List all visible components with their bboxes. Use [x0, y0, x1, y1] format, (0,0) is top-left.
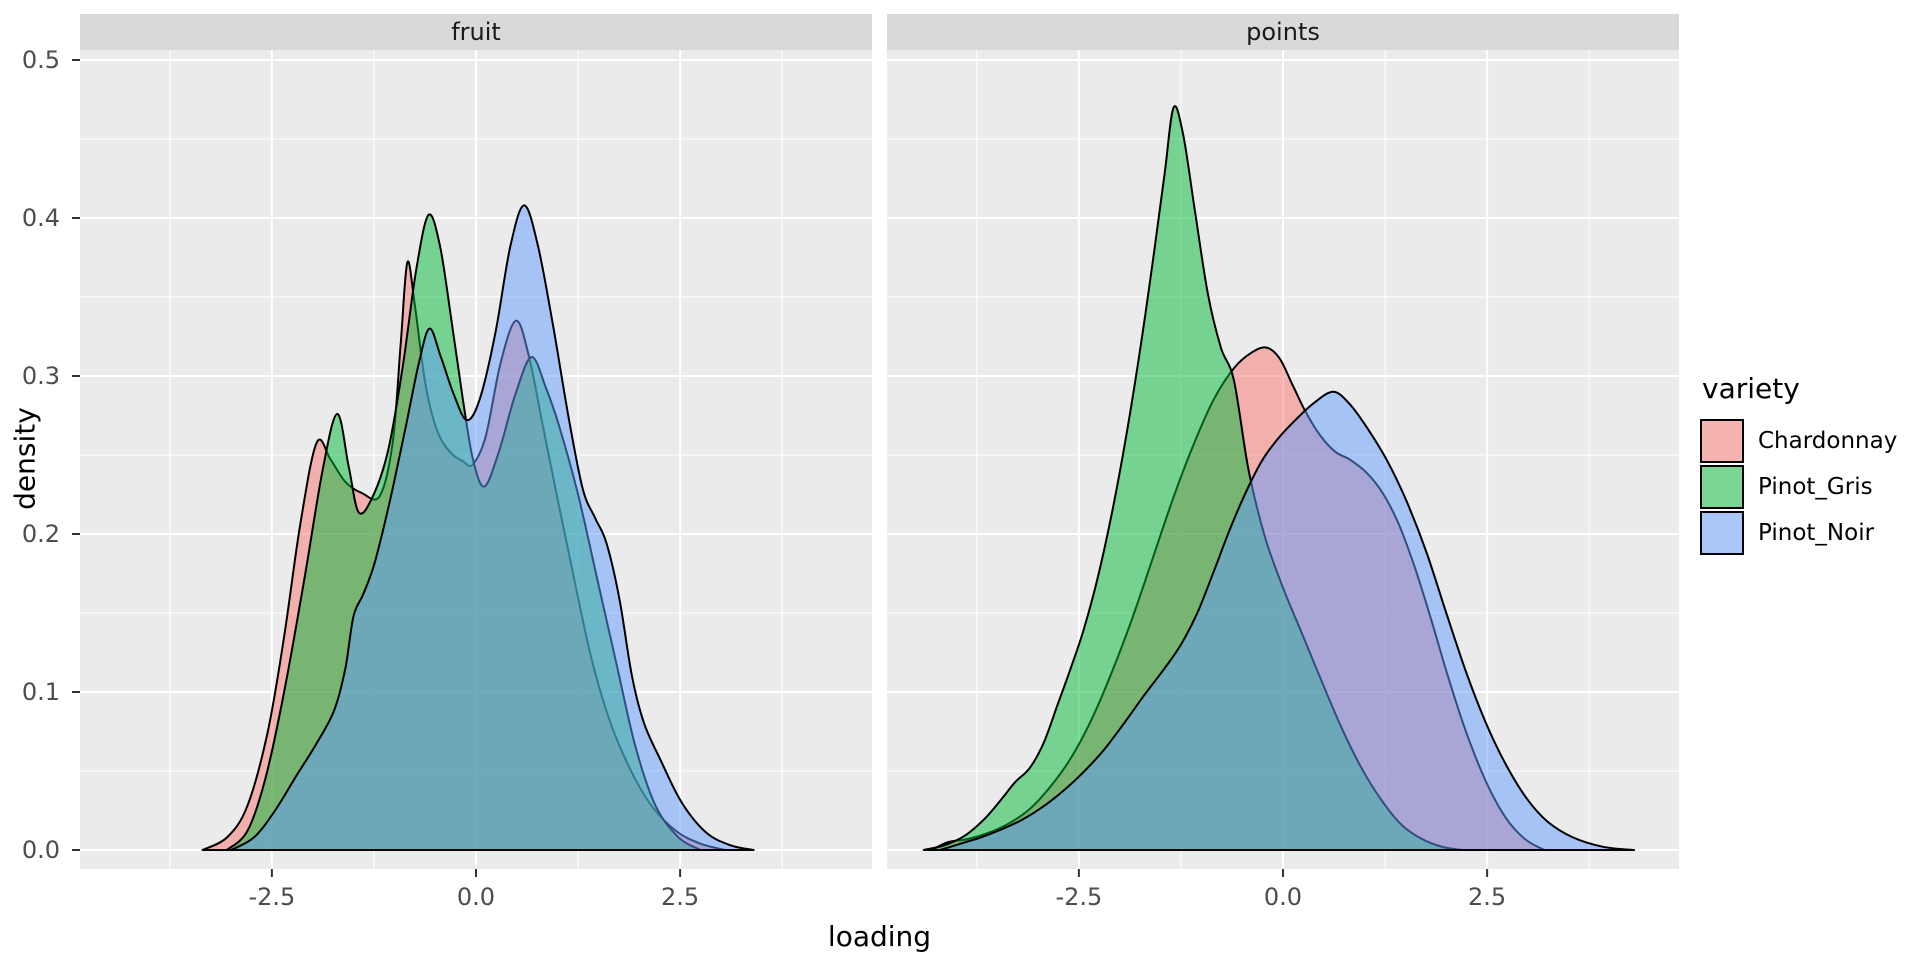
legend: variety Chardonnay Pinot_Gris Pinot_Noir	[1700, 372, 1910, 557]
legend-label-Pinot_Gris: Pinot_Gris	[1758, 474, 1873, 500]
y-tick-label-0.3: 0.3	[21, 362, 60, 390]
x-tick-label-points--2.5: -2.5	[1055, 883, 1103, 911]
legend-label-Chardonnay: Chardonnay	[1758, 428, 1898, 454]
legend-key-fill	[1702, 513, 1742, 553]
x-tick-label-fruit-2.5: 2.5	[661, 883, 700, 911]
x-tick-label-fruit--2.5: -2.5	[248, 883, 296, 911]
y-tick-label-0.4: 0.4	[21, 204, 60, 232]
legend-entry-Chardonnay: Chardonnay	[1700, 419, 1910, 463]
legend-label-Pinot_Noir: Pinot_Noir	[1758, 520, 1875, 546]
legend-entry-Pinot_Noir: Pinot_Noir	[1700, 511, 1910, 555]
facet-strip-fruit: fruit	[80, 14, 872, 50]
x-tick-label-points-0.0: 0.0	[1263, 883, 1303, 911]
legend-entry-Pinot_Gris: Pinot_Gris	[1700, 465, 1910, 509]
density-curve-points-Pinot_Noir	[939, 390, 1636, 851]
x-tick-label-points-2.5: 2.5	[1468, 883, 1507, 911]
legend-key-swatch-Pinot_Noir	[1700, 511, 1744, 555]
x-tick-label-fruit-0.0: 0.0	[456, 883, 496, 911]
y-tick-label-0.1: 0.1	[21, 678, 60, 706]
legend-title: variety	[1702, 372, 1800, 405]
density-curve-fruit-Pinot_Noir	[230, 204, 755, 851]
facet-strip-points: points	[887, 14, 1679, 50]
legend-key-swatch-Chardonnay	[1700, 419, 1744, 463]
y-tick-label-0.0: 0.0	[21, 836, 60, 864]
legend-key-fill	[1702, 421, 1742, 461]
y-tick-label-0.5: 0.5	[21, 46, 60, 74]
legend-key-swatch-Pinot_Gris	[1700, 465, 1744, 509]
y-axis-title: density	[8, 406, 42, 510]
legend-entries: Chardonnay Pinot_Gris Pinot_Noir	[1700, 419, 1910, 555]
y-tick-label-0.2: 0.2	[21, 520, 60, 548]
x-axis-title: loading	[827, 920, 932, 953]
legend-key-fill	[1702, 467, 1742, 507]
